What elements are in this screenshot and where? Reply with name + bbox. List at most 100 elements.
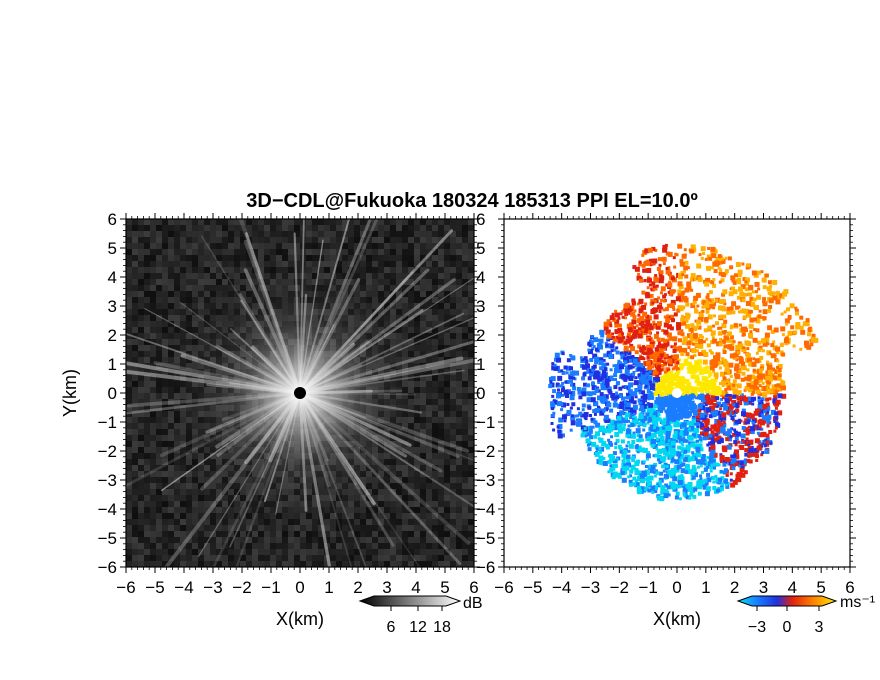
x-tick-label: −5 (145, 578, 164, 597)
velocity-pixel (663, 426, 669, 432)
noise-pixel (348, 519, 354, 525)
noise-pixel (180, 327, 186, 333)
noise-pixel (168, 255, 174, 261)
noise-pixel (186, 309, 192, 315)
noise-pixel (144, 267, 150, 273)
noise-pixel (468, 543, 474, 549)
noise-pixel (450, 339, 456, 345)
noise-pixel (450, 249, 456, 255)
noise-pixel (186, 525, 192, 531)
noise-pixel (192, 555, 198, 561)
noise-pixel (186, 273, 192, 279)
noise-pixel (462, 501, 468, 507)
noise-pixel (132, 411, 138, 417)
velocity-pixel (632, 431, 636, 435)
noise-pixel (198, 513, 204, 519)
noise-pixel (420, 327, 426, 333)
noise-pixel (162, 549, 168, 555)
noise-pixel (204, 249, 210, 255)
velocity-pixel (764, 336, 770, 342)
velocity-pixel (733, 440, 738, 445)
noise-pixel (450, 555, 456, 561)
noise-pixel (420, 339, 426, 345)
noise-pixel (246, 543, 252, 549)
noise-pixel (162, 363, 168, 369)
noise-pixel (378, 267, 384, 273)
velocity-pixel (694, 360, 700, 366)
noise-pixel (162, 249, 168, 255)
noise-pixel (324, 537, 330, 543)
velocity-pixel (661, 360, 665, 363)
noise-pixel (396, 303, 402, 309)
noise-pixel (306, 531, 312, 537)
noise-pixel (450, 465, 456, 471)
noise-pixel (282, 243, 288, 249)
noise-pixel (426, 501, 432, 507)
noise-pixel (300, 549, 306, 555)
noise-pixel (378, 255, 384, 261)
noise-pixel (438, 519, 444, 525)
noise-pixel (456, 537, 462, 543)
noise-pixel (330, 225, 336, 231)
noise-pixel (150, 513, 156, 519)
backscatter-panel: −6 −5 −4 −3 −2 −1 0 1 2 3 4 5 6−6 −6−5 −5−4 −4−3 −3−2 −2−… (60, 210, 495, 636)
noise-pixel (414, 537, 420, 543)
noise-pixel (138, 321, 144, 327)
noise-pixel (162, 357, 168, 363)
noise-pixel (144, 303, 150, 309)
noise-pixel (456, 411, 462, 417)
noise-pixel (126, 231, 132, 237)
velocity-pixel (663, 358, 667, 362)
noise-pixel (282, 225, 288, 231)
noise-pixel (414, 471, 420, 477)
noise-pixel (204, 297, 210, 303)
velocity-pixel (735, 358, 739, 362)
noise-pixel (126, 405, 132, 411)
noise-pixel (360, 225, 366, 231)
noise-pixel (246, 513, 252, 519)
noise-pixel (444, 297, 450, 303)
velocity-pixel (666, 408, 672, 414)
velocity-pixel (702, 340, 706, 344)
noise-pixel (426, 489, 432, 495)
noise-pixel (216, 243, 222, 249)
noise-pixel (162, 435, 168, 441)
noise-pixel (366, 237, 372, 243)
velocity-pixel (693, 444, 699, 450)
noise-pixel (432, 543, 438, 549)
noise-pixel (342, 537, 348, 543)
noise-pixel (252, 531, 258, 537)
noise-pixel (378, 231, 384, 237)
noise-pixel (468, 375, 474, 381)
noise-pixel (306, 249, 312, 255)
noise-pixel (450, 231, 456, 237)
noise-pixel (426, 435, 432, 441)
noise-pixel (432, 423, 438, 429)
noise-pixel (186, 477, 192, 483)
velocity-pixel (677, 291, 683, 297)
noise-pixel (138, 363, 144, 369)
noise-pixel (318, 549, 324, 555)
noise-pixel (384, 519, 390, 525)
noise-pixel (336, 255, 342, 261)
noise-pixel (402, 273, 408, 279)
velocity-pixel (739, 393, 744, 398)
velocity-pixel (597, 405, 600, 409)
noise-pixel (180, 303, 186, 309)
noise-pixel (378, 219, 384, 225)
velocity-pixel (710, 299, 715, 304)
noise-pixel (408, 321, 414, 327)
noise-pixel (336, 225, 342, 231)
noise-pixel (282, 249, 288, 255)
noise-pixel (300, 231, 306, 237)
noise-pixel (132, 273, 138, 279)
velocity-pixel (811, 333, 816, 338)
noise-pixel (180, 471, 186, 477)
noise-pixel (294, 531, 300, 537)
noise-pixel (138, 525, 144, 531)
noise-pixel (234, 231, 240, 237)
noise-pixel (144, 357, 150, 363)
noise-pixel (132, 339, 138, 345)
noise-pixel (192, 531, 198, 537)
noise-pixel (210, 537, 216, 543)
